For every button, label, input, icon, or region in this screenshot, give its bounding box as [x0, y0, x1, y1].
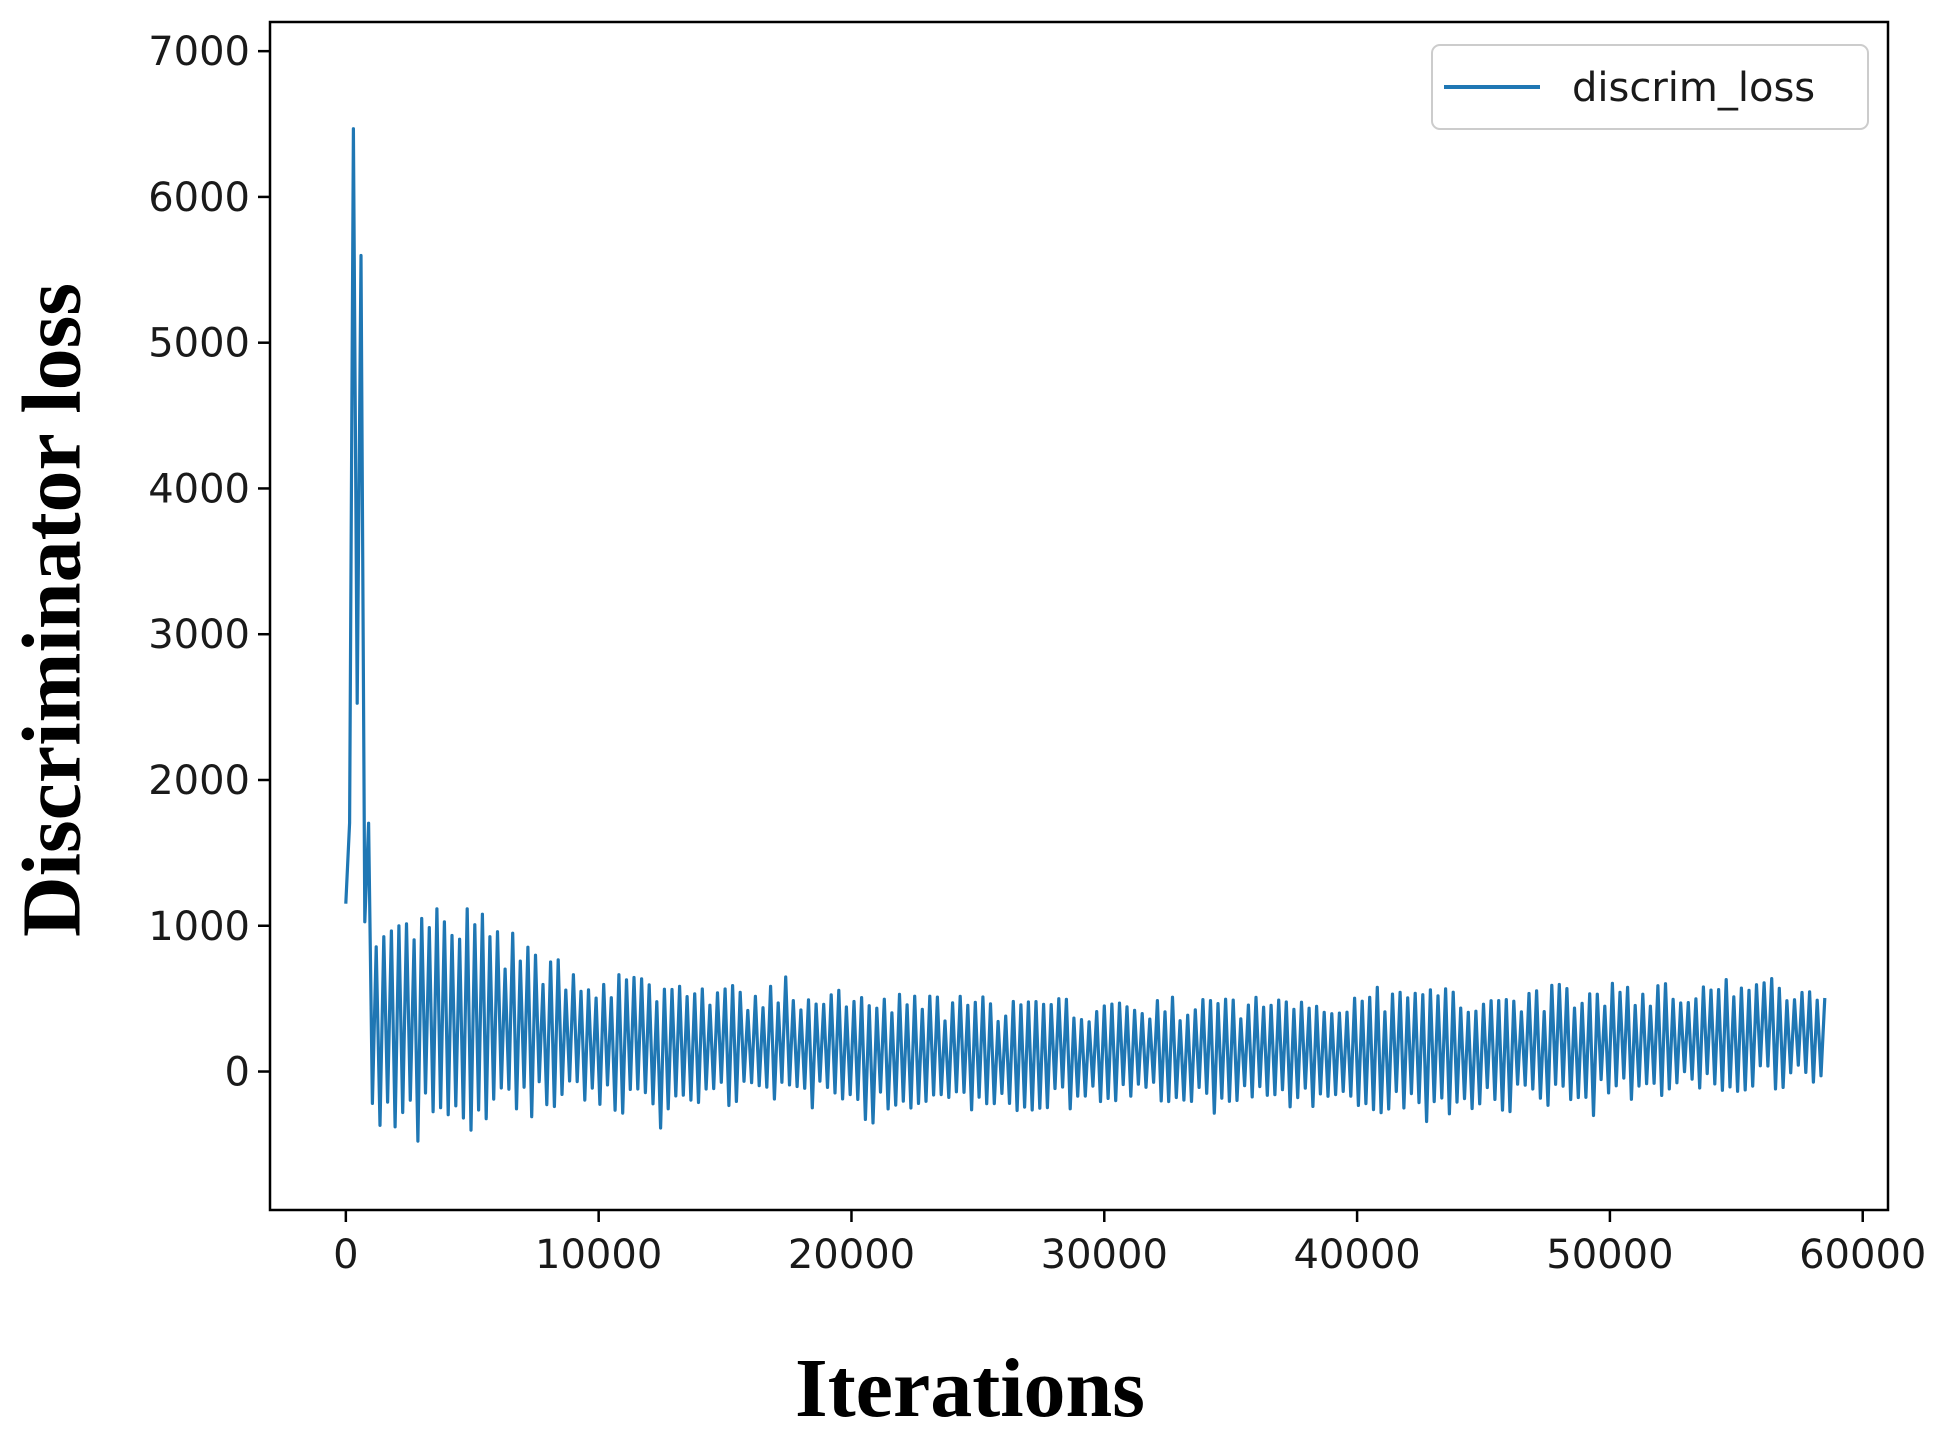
y-tick-label: 2000	[148, 758, 250, 804]
legend: discrim_loss	[1431, 44, 1869, 130]
axes-frame	[268, 20, 1890, 1212]
x-axis-title: Iterations	[795, 1342, 1145, 1435]
y-tick-label: 5000	[148, 321, 250, 367]
y-tick-label: 4000	[148, 466, 250, 512]
y-axis: 0 1000 2000 3000 4000 5000 6000 7000	[148, 29, 270, 1096]
y-tick-label: 0	[225, 1050, 250, 1096]
legend-label: discrim_loss	[1572, 65, 1815, 111]
legend-box	[1431, 44, 1869, 130]
x-tick-label: 40000	[1293, 1232, 1420, 1278]
x-tick-label: 10000	[535, 1232, 662, 1278]
y-tick-label: 6000	[148, 175, 250, 221]
x-tick-label: 30000	[1041, 1232, 1168, 1278]
series-line-discrim_loss	[344, 127, 1827, 1143]
y-tick-label: 7000	[148, 29, 250, 75]
x-tick-label: 0	[333, 1232, 358, 1278]
y-tick-label: 1000	[148, 904, 250, 950]
x-tick-label: 50000	[1546, 1232, 1673, 1278]
y-axis-title: Discriminator loss	[5, 282, 99, 938]
y-tick-label: 3000	[148, 612, 250, 658]
plot-area	[344, 127, 1827, 1143]
x-tick-label: 60000	[1799, 1232, 1926, 1278]
x-tick-label: 20000	[788, 1232, 915, 1278]
x-axis: 0 10000 20000 30000 40000 50000 60000	[333, 1210, 1926, 1278]
